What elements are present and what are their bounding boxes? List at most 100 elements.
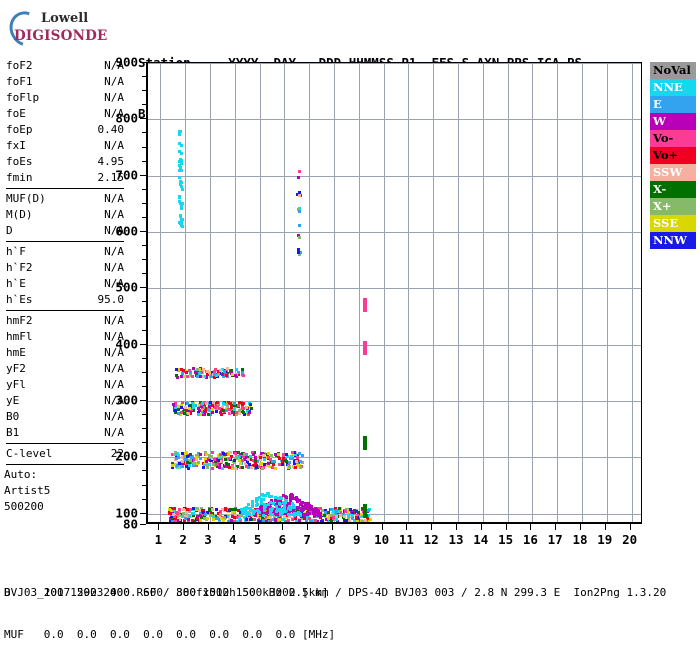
x-tick <box>456 524 457 530</box>
param-row: yF2 N/A <box>4 361 126 377</box>
echo-point <box>236 370 240 374</box>
echo-point <box>249 407 253 411</box>
x-tick-label: 3 <box>204 532 212 547</box>
echo-point <box>262 458 266 462</box>
echo-point <box>229 519 233 522</box>
legend-item-x-[interactable]: X- <box>650 181 696 198</box>
echo-point <box>227 412 231 416</box>
param-value: N/A <box>104 410 124 423</box>
legend-item-sse[interactable]: SSE <box>650 215 696 232</box>
legend-item-nnw[interactable]: NNW <box>650 232 696 249</box>
echo-point <box>298 513 302 517</box>
ionospheric-parameter-table: foF2 N/A foF1 N/A foFlp N/A foE N/A foEp 0.40 fxI N… <box>4 58 126 515</box>
param-row: foEp 0.40 <box>4 122 126 138</box>
legend-item-ssw[interactable]: SSW <box>650 164 696 181</box>
param-name: foEs <box>6 155 33 168</box>
y-minor-tick <box>142 498 146 500</box>
param-name: h`E <box>6 277 26 290</box>
echo-point <box>324 508 328 512</box>
echo-point <box>291 453 295 457</box>
echo-point <box>247 458 251 462</box>
echo-point <box>170 519 174 522</box>
echo-point <box>249 402 253 406</box>
echo-point <box>208 404 212 408</box>
gridline-horizontal <box>148 457 641 459</box>
echo-point <box>292 461 296 465</box>
echo-point <box>171 461 175 465</box>
ionogram-plot-area[interactable]: 1 2 3 4 5 6 7 8 9 10 11 12 13 14 15 16 17 18 19 20 80 100 200 3… <box>115 55 642 547</box>
echo-point <box>284 499 288 503</box>
echo-point <box>188 461 192 465</box>
echo-point <box>228 517 232 521</box>
echo-point <box>201 401 205 405</box>
echo-point <box>276 500 280 504</box>
echo-point <box>245 409 249 413</box>
y-minor-tick <box>142 442 146 444</box>
gridline-horizontal <box>148 232 641 234</box>
echo-point <box>180 465 184 469</box>
echo-point <box>179 185 183 189</box>
x-tick-label: 13 <box>448 532 464 547</box>
echo-point <box>226 451 230 455</box>
echo-point <box>272 459 276 463</box>
param-value: 4.95 <box>97 155 125 168</box>
echo-point <box>256 515 260 519</box>
echo-point <box>195 367 199 371</box>
echo-point <box>225 409 229 413</box>
gridline-vertical <box>358 63 360 522</box>
echo-point <box>281 502 285 506</box>
echo-point <box>198 409 202 413</box>
legend-item-nne[interactable]: NNE <box>650 79 696 96</box>
legend-item-w[interactable]: W <box>650 113 696 130</box>
echo-point <box>210 457 214 461</box>
legend-item-x-[interactable]: X+ <box>650 198 696 215</box>
echo-point <box>215 465 219 469</box>
echo-point <box>342 518 346 522</box>
echo-point <box>296 176 300 180</box>
gridline-vertical <box>507 63 509 522</box>
y-minor-tick <box>142 104 146 106</box>
ionogram-canvas[interactable] <box>146 62 642 524</box>
echo-point <box>226 375 230 379</box>
echo-point <box>231 515 235 518</box>
echo-point <box>245 465 249 469</box>
echo-point <box>316 509 320 513</box>
echo-point <box>235 367 239 371</box>
x-tick-label: 12 <box>423 532 439 547</box>
param-value: N/A <box>104 362 124 375</box>
echo-point <box>270 459 274 463</box>
echo-point <box>180 217 184 221</box>
gridline-vertical <box>259 63 261 522</box>
echo-point <box>293 508 297 512</box>
echo-point <box>197 451 201 455</box>
echo-point <box>176 464 180 468</box>
legend-item-vo-[interactable]: Vo- <box>650 130 696 147</box>
echo-point <box>233 458 237 462</box>
echo-point <box>336 514 340 518</box>
echo-point <box>298 517 302 521</box>
echo-point <box>254 464 258 468</box>
gridline-vertical <box>433 63 435 522</box>
y-minor-tick <box>142 216 146 218</box>
echo-point <box>246 463 249 467</box>
echo-point <box>177 195 181 199</box>
echo-point <box>285 516 289 520</box>
echo-point <box>185 507 189 511</box>
echo-point <box>223 369 226 373</box>
echo-point <box>321 518 325 522</box>
echo-point <box>194 463 198 467</box>
echo-point <box>212 514 216 518</box>
echo-point <box>287 507 291 510</box>
legend-item-noval[interactable]: NoVal <box>650 62 696 79</box>
echo-point <box>226 405 230 409</box>
echo-point <box>193 461 197 465</box>
echo-point <box>204 452 208 456</box>
echo-point <box>224 368 228 372</box>
echo-point <box>204 406 208 410</box>
echo-point <box>242 507 246 511</box>
echo-point <box>211 411 215 415</box>
gridline-horizontal <box>148 175 641 177</box>
echo-point <box>173 402 177 406</box>
legend-item-vo-[interactable]: Vo+ <box>650 147 696 164</box>
legend-item-e[interactable]: E <box>650 96 696 113</box>
